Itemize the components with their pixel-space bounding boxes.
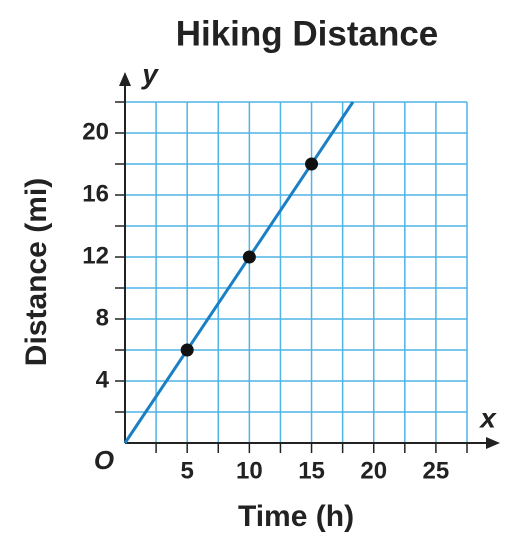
origin-label: O (94, 445, 114, 475)
data-point (305, 157, 319, 171)
chart-title: Hiking Distance (176, 14, 439, 53)
x-tick-label: 25 (423, 457, 450, 484)
y-tick-label: 16 (82, 180, 109, 207)
y-tick-label: 20 (82, 118, 109, 145)
x-axis-label: Time (h) (238, 500, 354, 533)
y-axis-name: y (140, 58, 159, 89)
x-tick-label: 5 (181, 457, 194, 484)
x-tick-label: 20 (360, 457, 387, 484)
y-tick-label: 8 (96, 304, 109, 331)
data-point (242, 250, 256, 264)
y-axis-arrow (119, 72, 131, 86)
y-tick-label: 4 (96, 366, 110, 393)
x-tick-label: 15 (298, 457, 325, 484)
y-tick-label: 12 (82, 242, 109, 269)
x-axis-arrow (486, 437, 500, 449)
data-point (180, 343, 194, 357)
x-axis-name: x (478, 402, 497, 433)
line (123, 101, 355, 444)
y-axis-label: Distance (mi) (20, 178, 53, 366)
x-tick-label: 10 (236, 457, 263, 484)
